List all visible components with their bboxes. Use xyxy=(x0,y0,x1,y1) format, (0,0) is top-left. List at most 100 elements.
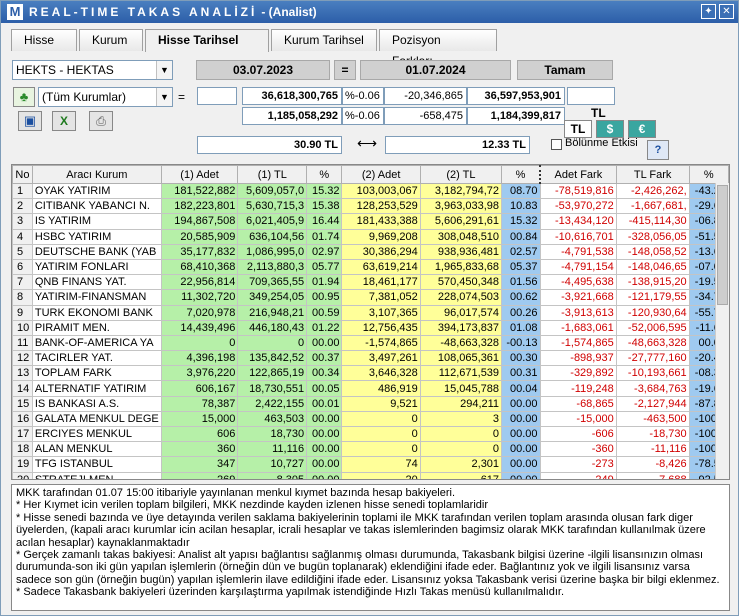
table-cell: 16.44 xyxy=(306,213,343,230)
chevron-down-icon[interactable]: ▼ xyxy=(156,88,172,106)
column-header[interactable]: % xyxy=(688,165,729,184)
currency-eur-button[interactable]: € xyxy=(628,120,656,138)
table-row[interactable]: 12 TACIRLER YAT. 4,396,198 135,842,52 00.37 3… xyxy=(12,350,729,367)
table-cell: 13 xyxy=(12,365,33,382)
column-header[interactable]: (2) Adet xyxy=(341,165,421,184)
table-row[interactable]: 7 QNB FINANS YAT. 22,956,814 709,365,55 01.9… xyxy=(12,274,729,291)
table-row[interactable]: 6 YATIRIM FONLARI 68,410,368 2,113,880,3 05.… xyxy=(12,258,729,276)
table-cell: 00.00 xyxy=(306,334,343,352)
table-row[interactable]: 11 BANK-OF-AMERICA YA 0 0 00.00 -1,574,865 -48… xyxy=(12,334,729,352)
table-row[interactable]: 8 YATIRIM-FINANSMAN 11,302,720 349,254,05 00… xyxy=(12,289,729,306)
column-header[interactable]: % xyxy=(306,165,343,184)
table-row[interactable]: 9 TURK EKONOMI BANK 7,020,978 216,948,21 00.… xyxy=(12,304,729,321)
table-row[interactable]: 4 HSBC YATIRIM 20,585,909 636,104,56 01.74 9,… xyxy=(12,228,729,245)
tab-pozisyon-farklari[interactable]: Pozisyon Farkları xyxy=(379,29,497,68)
table-cell: 00.30 xyxy=(501,350,541,367)
save-icon[interactable]: ▣ xyxy=(18,111,42,131)
column-header[interactable]: (2) TL xyxy=(419,165,503,184)
data-grid: No Aracı Kurum (1) Adet (1) TL% (2) Adet (2) … xyxy=(11,164,730,480)
table-cell: 0 xyxy=(237,334,308,352)
table-row[interactable]: 18 ALAN MENKUL 360 11,116 00.00 0 0 00.00 -360 -1… xyxy=(12,441,729,458)
table-cell: HSBC YATIRIM xyxy=(31,228,162,245)
table-cell: -48,663,328 xyxy=(419,334,503,352)
tab-kurum[interactable]: Kurum xyxy=(79,29,143,51)
column-header[interactable]: Aracı Kurum xyxy=(31,165,162,184)
institution-select[interactable]: (Tüm Kurumlar) ▼ xyxy=(38,87,173,107)
split-effect-checkbox[interactable] xyxy=(551,139,562,150)
scrollbar-thumb[interactable] xyxy=(717,185,728,305)
table-cell: 1 xyxy=(12,182,33,200)
table-cell: 02.97 xyxy=(306,243,343,260)
table-cell: 10 xyxy=(12,319,33,336)
excel-icon[interactable]: X xyxy=(52,111,76,131)
table-row[interactable]: 17 ERCIYES MENKUL 606 18,730 00.00 0 0 00.00 -60… xyxy=(12,425,729,443)
column-header[interactable]: (1) TL xyxy=(237,165,308,184)
table-cell: 0 xyxy=(160,334,239,352)
chevron-down-icon[interactable]: ▼ xyxy=(156,61,172,79)
grid-scrollbar[interactable] xyxy=(715,183,729,479)
ok-button[interactable]: Tamam xyxy=(517,60,613,80)
table-row[interactable]: 5 DEUTSCHE BANK (YAB 35,177,832 1,086,995,0… xyxy=(12,243,729,260)
table-cell: 7 xyxy=(12,274,33,291)
table-cell: 18,461,177 xyxy=(341,274,421,291)
table-cell: YATIRIM-FINANSMAN xyxy=(31,289,162,306)
column-header[interactable]: % xyxy=(501,165,541,184)
table-cell: 15.32 xyxy=(306,182,343,200)
table-cell: 3,963,033,98 xyxy=(419,198,503,215)
twitter-icon[interactable]: ✦ xyxy=(701,4,716,19)
table-row[interactable]: 20 STRATEJI MEN. 269 8,305 00.00 20 617 00.00 -2… xyxy=(12,471,729,479)
column-header[interactable]: Adet Fark xyxy=(539,165,617,184)
table-row[interactable]: 15 IS BANKASI A.S. 78,387 2,422,155 00.01 9,5… xyxy=(12,395,729,412)
table-cell: 3,497,261 xyxy=(341,350,421,367)
table-cell: 01.74 xyxy=(306,228,343,245)
table-cell: 00.01 xyxy=(306,395,343,412)
total-value-diff: -658,475 xyxy=(384,107,467,125)
table-row[interactable]: 16 GALATA MENKUL DEGE 15,000 463,503 00.00 0 3… xyxy=(12,410,729,428)
date-start[interactable]: 03.07.2023 xyxy=(196,60,330,80)
date-end[interactable]: 01.07.2024 xyxy=(360,60,511,80)
table-cell: -52,006,595 xyxy=(615,319,690,336)
table-cell: 15,000 xyxy=(160,410,239,428)
table-cell: 463,503 xyxy=(237,410,308,428)
table-row[interactable]: 10 PIRAMIT MEN. 14,439,496 446,180,43 01.22 1… xyxy=(12,319,729,336)
table-cell: 63,619,214 xyxy=(341,258,421,276)
column-header[interactable]: TL Fark xyxy=(615,165,690,184)
column-header[interactable]: (1) Adet xyxy=(160,165,239,184)
table-row[interactable]: 14 ALTERNATIF YATIRIM 606,167 18,730,551 00.… xyxy=(12,380,729,397)
currency-usd-button[interactable]: $ xyxy=(596,120,624,138)
table-row[interactable]: 19 TFG ISTANBUL 347 10,727 00.00 74 2,301 00.00… xyxy=(12,456,729,473)
table-cell: TURK EKONOMI BANK xyxy=(31,304,162,321)
table-row[interactable]: 2 CITIBANK YABANCI N. 182,223,801 5,630,715… xyxy=(12,198,729,215)
table-cell: 347 xyxy=(160,456,239,473)
close-icon[interactable]: ✕ xyxy=(719,4,734,19)
table-cell: 5,630,715,3 xyxy=(237,198,308,215)
help-button[interactable]: ? xyxy=(647,140,669,160)
table-cell: -7,688 xyxy=(615,471,690,479)
table-cell: 00.31 xyxy=(501,365,541,382)
table-cell: 00.00 xyxy=(501,395,541,412)
table-cell: 00.62 xyxy=(501,289,541,306)
table-cell: 486,919 xyxy=(341,380,421,397)
table-cell: -606 xyxy=(539,425,617,443)
note-line: * Hisse senedi bazında ve üye detayında … xyxy=(16,511,706,549)
table-cell: 20,585,909 xyxy=(160,228,239,245)
table-cell: 68,410,368 xyxy=(160,258,239,276)
window-subtitle: - (Analist) xyxy=(261,5,317,19)
window-title: REAL-TIME TAKAS ANALİZİ xyxy=(29,5,258,19)
tab-hisse[interactable]: Hisse xyxy=(11,29,77,51)
table-row[interactable]: 13 TOPLAM FARK 3,976,220 122,865,19 00.34 3,6… xyxy=(12,365,729,382)
table-cell: -328,056,05 xyxy=(615,228,690,245)
table-row[interactable]: 1 OYAK YATIRIM 181,522,882 5,609,057,0 15.32… xyxy=(12,182,729,200)
table-cell: BANK-OF-AMERICA YA xyxy=(31,334,162,352)
currency-tl-button[interactable]: TL xyxy=(564,120,592,138)
table-cell: 22,956,814 xyxy=(160,274,239,291)
table-row[interactable]: 3 IS YATIRIM 194,867,508 6,021,405,9 16.44 18… xyxy=(12,213,729,230)
table-cell: YATIRIM FONLARI xyxy=(31,258,162,276)
tab-hisse-tarihsel[interactable]: Hisse Tarihsel xyxy=(145,29,269,52)
tab-kurum-tarihsel[interactable]: Kurum Tarihsel xyxy=(271,29,377,51)
stock-select[interactable]: HEKTS - HEKTAS ▼ xyxy=(12,60,173,80)
institutions-icon[interactable]: ♣ xyxy=(13,87,35,107)
table-cell: 2,113,880,3 xyxy=(237,258,308,276)
column-header[interactable]: No xyxy=(12,165,33,184)
print-icon[interactable]: ⎙ xyxy=(89,111,113,131)
